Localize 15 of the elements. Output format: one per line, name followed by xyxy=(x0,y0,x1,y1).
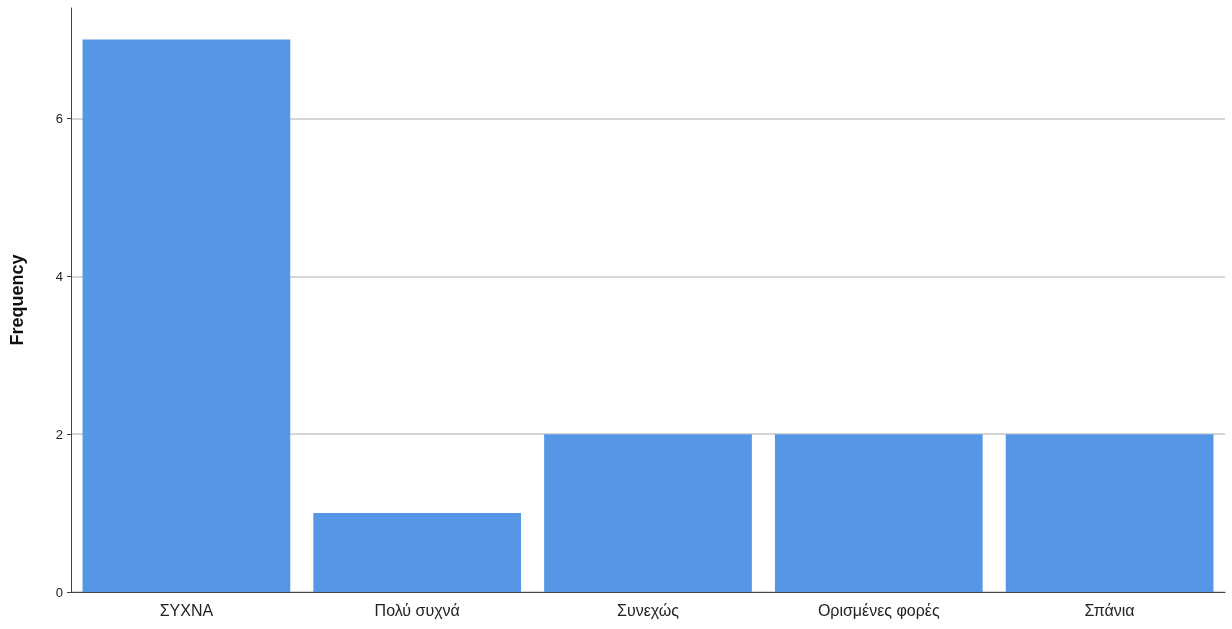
x-tick-label: ΣΥΧΝΑ xyxy=(159,601,214,619)
y-tick-label: 0 xyxy=(55,584,63,600)
y-tick-label: 2 xyxy=(55,426,63,442)
bar xyxy=(544,434,752,592)
y-tick-label: 4 xyxy=(55,268,63,284)
bar xyxy=(1005,434,1214,592)
bar xyxy=(313,513,522,592)
y-axis-title: Frequency xyxy=(7,254,27,346)
x-tick-label: Πολύ συχνά xyxy=(374,601,460,619)
bar xyxy=(82,39,291,592)
x-tick-label: Συνεχώς xyxy=(617,601,680,619)
x-tick-label: Σπάνια xyxy=(1084,601,1135,619)
bar xyxy=(774,434,983,592)
x-tick-label: Ορισμένες φορές xyxy=(817,601,940,619)
y-tick-label: 6 xyxy=(55,110,63,126)
